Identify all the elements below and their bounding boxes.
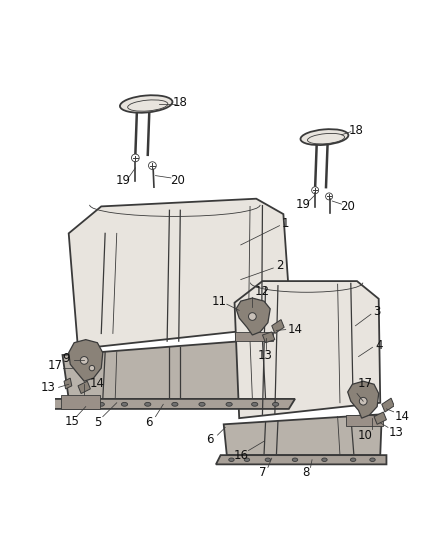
Text: 8: 8 (302, 465, 310, 479)
Polygon shape (69, 340, 103, 381)
Text: 13: 13 (41, 381, 56, 394)
Ellipse shape (322, 458, 327, 462)
Polygon shape (64, 378, 72, 389)
Ellipse shape (131, 154, 139, 161)
Text: 7: 7 (259, 465, 266, 479)
Polygon shape (224, 414, 382, 455)
Ellipse shape (199, 402, 205, 406)
Text: 6: 6 (145, 416, 153, 429)
Text: 20: 20 (340, 200, 355, 213)
Text: 15: 15 (64, 415, 79, 428)
Text: 2: 2 (276, 259, 283, 272)
Ellipse shape (226, 402, 232, 406)
Polygon shape (49, 399, 295, 409)
Text: 18: 18 (173, 96, 188, 109)
Text: 9: 9 (63, 352, 70, 365)
Ellipse shape (312, 187, 318, 193)
Ellipse shape (229, 458, 234, 462)
Text: 11: 11 (212, 295, 226, 308)
Text: 16: 16 (233, 449, 248, 462)
Ellipse shape (121, 402, 127, 406)
Text: 13: 13 (258, 349, 273, 361)
Ellipse shape (251, 402, 258, 406)
Polygon shape (346, 415, 383, 426)
Ellipse shape (120, 95, 173, 113)
Text: 19: 19 (295, 198, 310, 212)
Ellipse shape (325, 193, 332, 200)
Text: 19: 19 (116, 174, 131, 188)
Polygon shape (374, 412, 386, 424)
Text: 13: 13 (389, 425, 403, 439)
Ellipse shape (265, 458, 271, 462)
Ellipse shape (98, 402, 104, 406)
Ellipse shape (244, 458, 250, 462)
Ellipse shape (80, 357, 88, 364)
Ellipse shape (79, 402, 85, 406)
Polygon shape (236, 298, 270, 335)
Ellipse shape (145, 402, 151, 406)
Text: 18: 18 (349, 124, 364, 136)
Polygon shape (61, 395, 100, 409)
Polygon shape (235, 281, 380, 418)
Text: 14: 14 (90, 377, 105, 390)
Text: 6: 6 (206, 433, 213, 446)
Text: 17: 17 (357, 377, 372, 390)
Ellipse shape (292, 458, 298, 462)
Polygon shape (69, 199, 291, 349)
Ellipse shape (172, 402, 178, 406)
Text: 5: 5 (94, 416, 101, 429)
Ellipse shape (370, 458, 375, 462)
Polygon shape (272, 320, 284, 334)
Text: 3: 3 (374, 305, 381, 318)
Ellipse shape (248, 313, 256, 320)
Text: 10: 10 (357, 429, 372, 442)
Text: 17: 17 (47, 359, 62, 372)
Polygon shape (78, 381, 90, 393)
Polygon shape (235, 332, 273, 341)
Ellipse shape (89, 366, 95, 371)
Ellipse shape (359, 398, 367, 405)
Text: 12: 12 (255, 285, 270, 298)
Text: 14: 14 (287, 323, 303, 336)
Text: 14: 14 (395, 410, 410, 423)
Polygon shape (382, 398, 394, 412)
Ellipse shape (63, 402, 70, 406)
Ellipse shape (272, 402, 279, 406)
Polygon shape (262, 332, 275, 343)
Ellipse shape (148, 161, 156, 169)
Text: 1: 1 (282, 217, 290, 230)
Ellipse shape (350, 458, 356, 462)
Text: 4: 4 (375, 340, 382, 352)
Polygon shape (216, 455, 386, 464)
Polygon shape (63, 337, 291, 399)
Ellipse shape (300, 129, 348, 145)
Text: 20: 20 (170, 174, 185, 187)
Polygon shape (348, 381, 379, 418)
